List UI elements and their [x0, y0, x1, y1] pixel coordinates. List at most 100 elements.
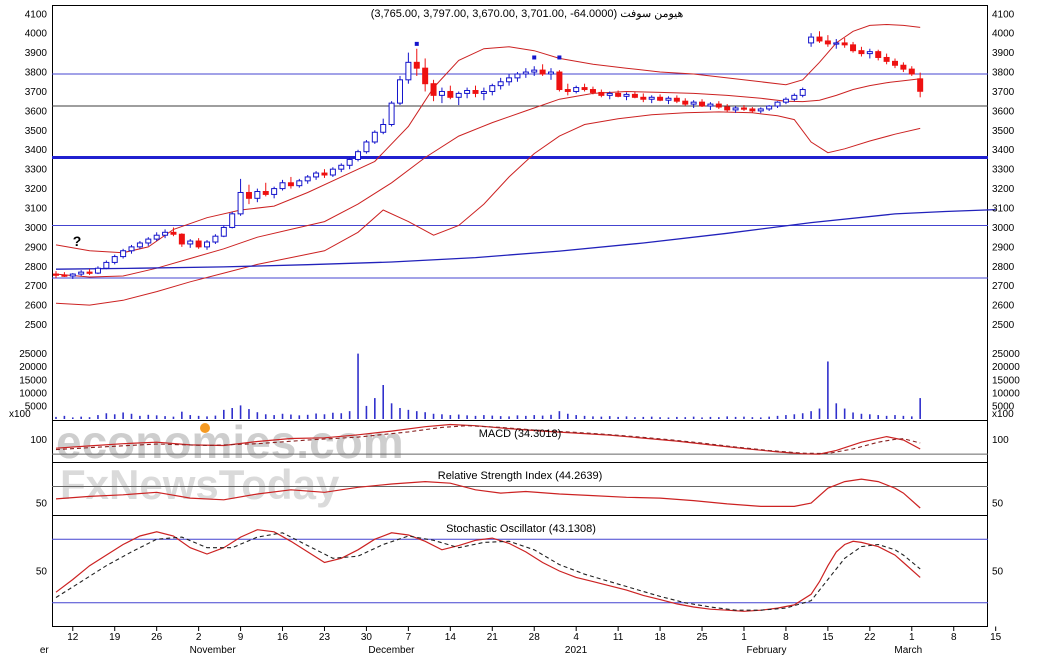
svg-text:15: 15: [822, 632, 834, 643]
svg-text:2900: 2900: [25, 242, 48, 253]
watermark-economies: economies.com: [56, 416, 404, 468]
svg-text:9: 9: [238, 632, 244, 643]
svg-text:2021: 2021: [565, 645, 588, 656]
svg-text:2600: 2600: [992, 301, 1015, 312]
macd-panel: [52, 423, 988, 455]
svg-text:4: 4: [573, 632, 579, 643]
long-moving-average-line: [55, 208, 996, 270]
panel-borders: [52, 5, 988, 627]
svg-text:50: 50: [36, 499, 48, 510]
svg-text:2500: 2500: [25, 320, 48, 331]
svg-text:3000: 3000: [992, 223, 1015, 234]
svg-text:3700: 3700: [25, 87, 48, 98]
svg-text:3600: 3600: [25, 106, 48, 117]
x-axis-labels: 12 19 26 2 9 16 23 30 7 14 21 28 4 11 18 25 1 8 15 22 1 8 15er…: [40, 626, 1002, 656]
svg-text:20000: 20000: [992, 362, 1020, 373]
watermark-fxnewstoday: FxNewsToday: [60, 461, 340, 508]
svg-text:25: 25: [696, 632, 708, 643]
svg-text:x100: x100: [992, 409, 1014, 420]
svg-text:1: 1: [909, 632, 915, 643]
svg-text:3100: 3100: [25, 204, 48, 215]
svg-text:7: 7: [406, 632, 412, 643]
candlesticks: [53, 31, 924, 279]
svg-text:30: 30: [361, 632, 373, 643]
svg-text:2700: 2700: [992, 281, 1015, 292]
svg-text:28: 28: [529, 632, 541, 643]
svg-text:November: November: [190, 645, 237, 656]
svg-text:14: 14: [445, 632, 457, 643]
svg-text:3900: 3900: [25, 48, 48, 59]
svg-text:3800: 3800: [992, 68, 1015, 79]
svg-text:2700: 2700: [25, 281, 48, 292]
svg-text:4000: 4000: [25, 29, 48, 40]
svg-text:2600: 2600: [25, 301, 48, 312]
support-resistance-lines: [52, 73, 988, 279]
svg-text:3900: 3900: [992, 48, 1015, 59]
rsi-panel: [52, 478, 988, 509]
svg-text:15: 15: [990, 632, 1002, 643]
svg-text:20000: 20000: [19, 362, 47, 373]
rsi-label: Relative Strength Index (44.2639): [438, 470, 603, 482]
svg-text:5000: 5000: [992, 401, 1015, 412]
svg-text:2800: 2800: [25, 262, 48, 273]
svg-text:50: 50: [36, 567, 48, 578]
svg-text:3400: 3400: [25, 145, 48, 156]
svg-text:March: March: [894, 645, 922, 656]
svg-text:3200: 3200: [25, 184, 48, 195]
svg-text:10000: 10000: [19, 388, 47, 399]
svg-text:?: ?: [73, 233, 82, 249]
svg-text:3500: 3500: [992, 126, 1015, 137]
volume-bars: [55, 353, 921, 419]
svg-text:December: December: [368, 645, 415, 656]
svg-text:100: 100: [30, 435, 47, 446]
svg-text:21: 21: [487, 632, 499, 643]
svg-text:1: 1: [741, 632, 747, 643]
svg-text:3600: 3600: [992, 106, 1015, 117]
svg-text:26: 26: [151, 632, 163, 643]
svg-text:3700: 3700: [992, 87, 1015, 98]
stochastic-panel: [52, 529, 988, 612]
svg-text:8: 8: [951, 632, 957, 643]
svg-text:5000: 5000: [25, 401, 48, 412]
instrument-title: (3,765.00, 3,797.00, 3,670.00, 3,701.00,…: [371, 8, 684, 20]
svg-text:8: 8: [783, 632, 789, 643]
svg-text:x100: x100: [9, 409, 31, 420]
svg-text:3000: 3000: [25, 223, 48, 234]
svg-text:12: 12: [67, 632, 79, 643]
svg-text:15000: 15000: [19, 375, 47, 386]
svg-text:3500: 3500: [25, 126, 48, 137]
svg-text:16: 16: [277, 632, 289, 643]
svg-text:15000: 15000: [992, 375, 1020, 386]
svg-text:3400: 3400: [992, 145, 1015, 156]
svg-text:3800: 3800: [25, 68, 48, 79]
svg-text:10000: 10000: [992, 388, 1020, 399]
svg-text:25000: 25000: [19, 349, 47, 360]
svg-text:2900: 2900: [992, 242, 1015, 253]
svg-text:50: 50: [992, 567, 1004, 578]
svg-text:19: 19: [109, 632, 121, 643]
svg-text:11: 11: [613, 632, 624, 643]
svg-text:18: 18: [655, 632, 667, 643]
svg-text:2800: 2800: [992, 262, 1015, 273]
svg-text:100: 100: [992, 435, 1009, 446]
svg-text:2: 2: [196, 632, 202, 643]
svg-text:4000: 4000: [992, 29, 1015, 40]
bollinger-bands: [55, 23, 921, 306]
watermark-orange-dot: [200, 423, 210, 433]
chart-markers: ?: [73, 41, 562, 249]
svg-text:3100: 3100: [992, 204, 1015, 215]
stochastic-label: Stochastic Oscillator (43.1308): [446, 523, 596, 535]
svg-text:25000: 25000: [992, 349, 1020, 360]
svg-text:2500: 2500: [992, 320, 1015, 331]
svg-text:23: 23: [319, 632, 331, 643]
svg-text:50: 50: [992, 499, 1004, 510]
svg-text:February: February: [747, 645, 787, 656]
svg-text:4100: 4100: [992, 9, 1015, 20]
svg-text:3200: 3200: [992, 184, 1015, 195]
svg-text:3300: 3300: [25, 165, 48, 176]
svg-text:3300: 3300: [992, 165, 1015, 176]
svg-text:22: 22: [864, 632, 876, 643]
svg-text:4100: 4100: [25, 9, 48, 20]
